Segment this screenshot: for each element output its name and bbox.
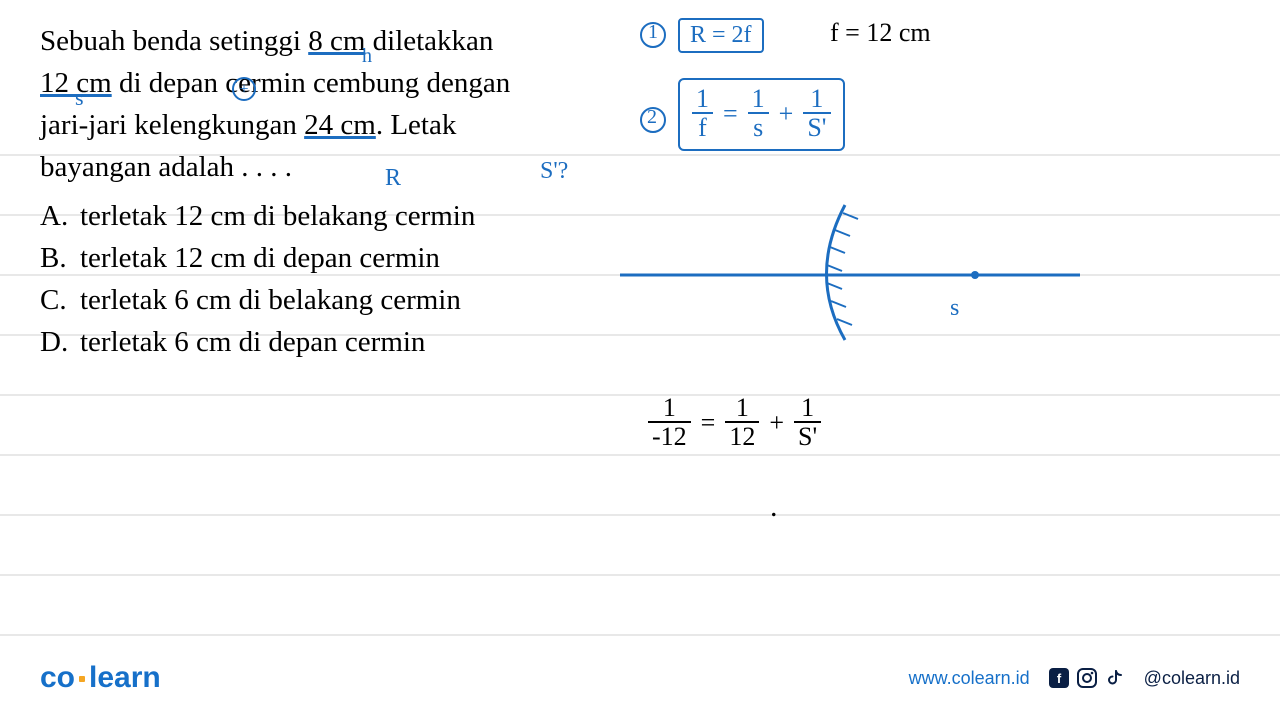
option-a: A.terletak 12 cm di belakang cermin bbox=[40, 195, 475, 237]
convex-mirror-diagram bbox=[620, 195, 1080, 345]
annot-dot: . bbox=[770, 490, 778, 524]
option-c: C.terletak 6 cm di belakang cermin bbox=[40, 279, 475, 321]
instagram-icon bbox=[1076, 667, 1098, 689]
q-line1c: diletakkan bbox=[365, 25, 493, 57]
option-b: B.terletak 12 cm di depan cermin bbox=[40, 237, 475, 279]
footer-handle: @colearn.id bbox=[1144, 668, 1240, 689]
svg-text:f: f bbox=[1057, 671, 1062, 686]
social-icons: f bbox=[1048, 667, 1126, 689]
annot-r: R bbox=[385, 165, 401, 192]
footer-right: www.colearn.id f @colearn.id bbox=[909, 667, 1240, 689]
annot-plus-circle: + bbox=[230, 75, 258, 103]
q-line2b: di depan cermin cembung dengan bbox=[112, 67, 511, 99]
footer-url: www.colearn.id bbox=[909, 668, 1030, 689]
q-underline-24cm: 24 cm bbox=[304, 109, 376, 141]
annot-substituted-equation: 1-12 = 112 + 1S' bbox=[648, 395, 821, 452]
facebook-icon: f bbox=[1048, 667, 1070, 689]
tiktok-icon bbox=[1104, 667, 1126, 689]
logo-learn: learn bbox=[89, 661, 161, 694]
svg-text:+: + bbox=[239, 81, 248, 98]
option-d: D.terletak 6 cm di depan cermin bbox=[40, 321, 475, 363]
q-line3c: . Letak bbox=[376, 109, 457, 141]
annot-f-12cm: f = 12 cm bbox=[830, 18, 931, 48]
answer-options: A.terletak 12 cm di belakang cermin B.te… bbox=[40, 195, 475, 363]
q-line4: bayangan adalah . . . . bbox=[40, 151, 292, 183]
annot-h: h bbox=[362, 45, 372, 68]
annot-circle-2-text: 2 bbox=[647, 106, 657, 129]
brand-logo: colearn bbox=[40, 661, 161, 695]
annot-sprime-q: S'? bbox=[540, 158, 568, 185]
annot-diagram-s: s bbox=[950, 295, 959, 322]
annot-mirror-equation: 1f = 1s + 1S' bbox=[678, 78, 845, 151]
q-underline-8cm: 8 cm bbox=[308, 25, 365, 57]
question-text: Sebuah benda setinggi 8 cm diletakkan 12… bbox=[40, 20, 620, 188]
annot-r-2f-box: R = 2f bbox=[678, 18, 764, 53]
q-line3a: jari-jari kelengkungan bbox=[40, 109, 304, 141]
logo-co: co bbox=[40, 661, 75, 694]
logo-dot bbox=[75, 661, 89, 694]
annot-circle-1-text: 1 bbox=[648, 21, 658, 44]
footer: colearn www.colearn.id f @colearn.id bbox=[40, 661, 1240, 695]
q-line1a: Sebuah benda setinggi bbox=[40, 25, 308, 57]
annot-s: s bbox=[75, 85, 84, 111]
